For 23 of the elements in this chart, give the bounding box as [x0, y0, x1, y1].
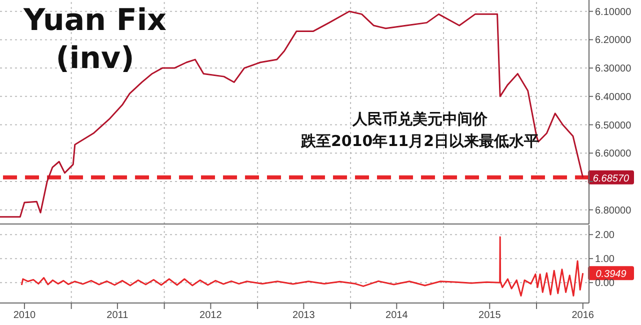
y-tick-label: 1.00 — [595, 254, 615, 266]
y-tick-label: 6.80000 — [595, 205, 632, 216]
y-tick-label: 6.50000 — [595, 120, 632, 132]
x-tick-label: 2012 — [200, 310, 222, 322]
x-tick-label: 2011 — [106, 310, 129, 322]
y-tick-label: 6.20000 — [595, 35, 632, 46]
annotation: 人民币兑美元中间价 — [352, 110, 488, 128]
y-tick-label: 6.30000 — [595, 64, 632, 75]
x-tick-label: 2013 — [292, 310, 316, 322]
y-tick-label: 6.40000 — [595, 92, 632, 103]
x-tick-label: 2014 — [386, 310, 408, 322]
data-label: 0.3949 — [596, 269, 627, 280]
text: Yuan Fix (inv) — [22, 2, 168, 78]
line-series — [20, 236, 584, 297]
x-tick-label: 2010 — [13, 310, 36, 322]
y-tick-label: 0.00 — [595, 278, 615, 290]
y-tick-label: 6.10000 — [595, 6, 632, 18]
y-tick-label: 2.00 — [595, 230, 615, 242]
x-tick-label: 2016 — [572, 310, 594, 322]
x-tick-label: 2015 — [478, 310, 502, 322]
data-label: 6.68570 — [592, 173, 630, 184]
y-tick-label: 6.60000 — [595, 148, 632, 160]
annotation: 跌至2010年11月2日以来最低水平 — [300, 132, 540, 150]
